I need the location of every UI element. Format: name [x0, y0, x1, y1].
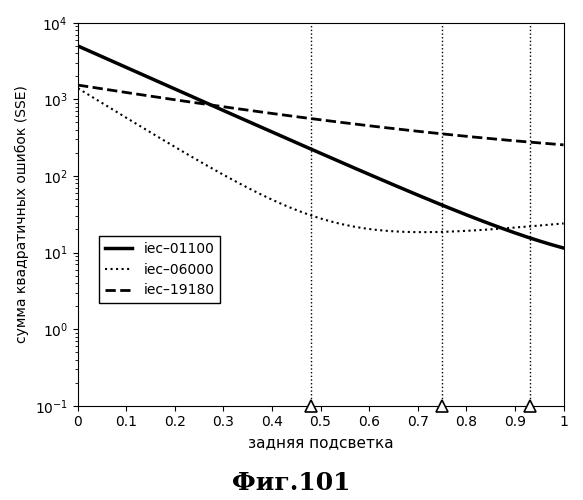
Text: Фиг.101: Фиг.101 [232, 471, 351, 495]
Y-axis label: сумма квадратичных ошибок (SSE): сумма квадратичных ошибок (SSE) [15, 86, 29, 343]
iec–19180 [364, 122, 371, 128]
iec–06000 [560, 220, 567, 226]
iec–06000 [337, 221, 344, 227]
iec–01100 [305, 145, 312, 151]
iec–19180 [560, 142, 567, 148]
iec–06000 [549, 222, 556, 228]
Line: iec–19180: iec–19180 [78, 85, 564, 145]
iec–06000 [419, 229, 426, 235]
iec–19180 [472, 134, 479, 140]
Line: iec–01100: iec–01100 [78, 46, 564, 248]
iec–19180 [305, 116, 312, 121]
iec–01100 [472, 216, 479, 222]
Legend: iec–01100, iec–06000, iec–19180: iec–01100, iec–06000, iec–19180 [99, 236, 220, 303]
X-axis label: задняя подсветка: задняя подсветка [248, 435, 394, 450]
iec–06000 [473, 227, 480, 233]
iec–06000 [305, 212, 312, 218]
iec–19180 [75, 82, 82, 88]
iec–01100 [549, 242, 556, 248]
iec–19180 [337, 120, 344, 126]
iec–01100 [560, 245, 567, 251]
iec–06000 [308, 212, 315, 218]
iec–06000 [364, 226, 371, 232]
iec–01100 [337, 159, 344, 165]
iec–19180 [308, 116, 315, 121]
iec–01100 [364, 170, 371, 176]
iec–01100 [308, 146, 315, 152]
Line: iec–06000: iec–06000 [78, 88, 564, 232]
iec–19180 [549, 141, 556, 147]
iec–06000 [75, 86, 82, 91]
iec–01100 [75, 43, 82, 49]
